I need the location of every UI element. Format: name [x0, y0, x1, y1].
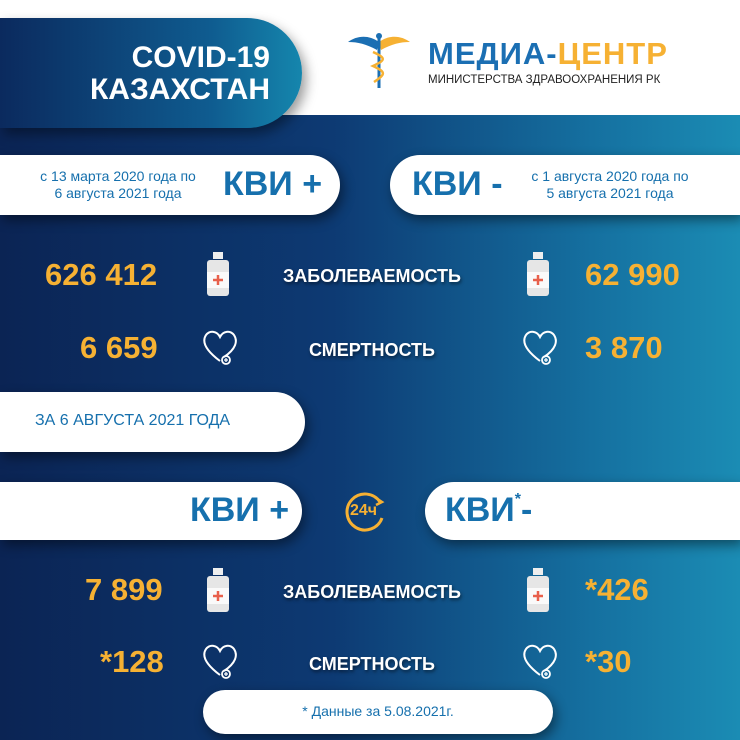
medicine-bottle-icon [525, 568, 551, 617]
daily-positive-deaths: *128 [100, 644, 164, 679]
medicine-bottle-icon [205, 252, 231, 301]
kvi-text: КВИ [445, 491, 515, 529]
date-label: ЗА 6 АВГУСТА 2021 ГОДА [35, 412, 231, 429]
period-line: с 1 августа 2020 года по [531, 168, 689, 184]
kvi-positive-label: КВИ + [223, 165, 323, 203]
deaths-label: СМЕРТНОСТЬ [308, 340, 435, 360]
daily-negative-cases: *426 [585, 572, 649, 607]
medicine-bottle-icon [525, 252, 551, 301]
caduceus-logo [348, 33, 410, 88]
medicine-bottle-icon [205, 568, 231, 617]
heart-icon [520, 327, 560, 372]
footnote: * Данные за 5.08.2021г. [302, 703, 454, 719]
kvi-negative-label: КВИ - [412, 165, 503, 203]
daily-negative-pill: КВИ*- [425, 482, 740, 540]
period-line: с 13 марта 2020 года по [40, 168, 196, 184]
cumulative-negative-cases: 62 990 [585, 257, 680, 292]
period-line: 5 августа 2021 года [546, 185, 674, 201]
cases-label: ЗАБОЛЕВАЕМОСТЬ [283, 582, 461, 602]
daily-kvi-negative-label: КВИ*- [445, 491, 532, 530]
logo-accent: ЦЕНТР [557, 36, 668, 71]
logo-title: МЕДИА-ЦЕНТР [428, 36, 668, 72]
cumulative-positive-deaths: 6 659 [80, 330, 158, 365]
period-negative: с 1 августа 2020 года по 5 августа 2021 … [515, 168, 705, 202]
cumulative-positive-pill: с 13 марта 2020 года по 6 августа 2021 г… [0, 155, 340, 215]
date-pill: ЗА 6 АВГУСТА 2021 ГОДА [0, 392, 305, 452]
logo-subtitle: МИНИСТЕРСТВА ЗДРАВООХРАНЕНИЯ РК [428, 74, 661, 86]
daily-negative-deaths: *30 [585, 644, 632, 679]
title-line1: COVID-19 [131, 41, 270, 74]
deaths-label: СМЕРТНОСТЬ [308, 654, 435, 674]
daily-kvi-positive-label: КВИ + [190, 491, 290, 529]
title-line2: КАЗАХСТАН [90, 73, 270, 106]
kvi-star: * [514, 491, 521, 508]
heart-icon [520, 641, 560, 686]
heart-icon [200, 641, 240, 686]
cases-label: ЗАБОЛЕВАЕМОСТЬ [283, 266, 461, 286]
kvi-sign: - [520, 491, 533, 529]
cumulative-positive-cases: 626 412 [45, 257, 158, 292]
daily-positive-pill: КВИ + [0, 482, 302, 540]
heart-icon [200, 327, 240, 372]
daily-positive-cases: 7 899 [85, 572, 163, 607]
title-pill: COVID-19 КАЗАХСТАН [0, 18, 302, 128]
cumulative-negative-deaths: 3 870 [585, 330, 663, 365]
24h-clock-icon: 24ч [340, 488, 388, 536]
footnote-pill: * Данные за 5.08.2021г. [203, 690, 553, 734]
logo-main: МЕДИА- [428, 36, 558, 71]
period-positive: с 13 марта 2020 года по 6 августа 2021 г… [28, 168, 208, 202]
period-line: 6 августа 2021 года [54, 185, 182, 201]
cumulative-negative-pill: КВИ - с 1 августа 2020 года по 5 августа… [390, 155, 740, 215]
24h-text: 24ч [350, 502, 378, 519]
